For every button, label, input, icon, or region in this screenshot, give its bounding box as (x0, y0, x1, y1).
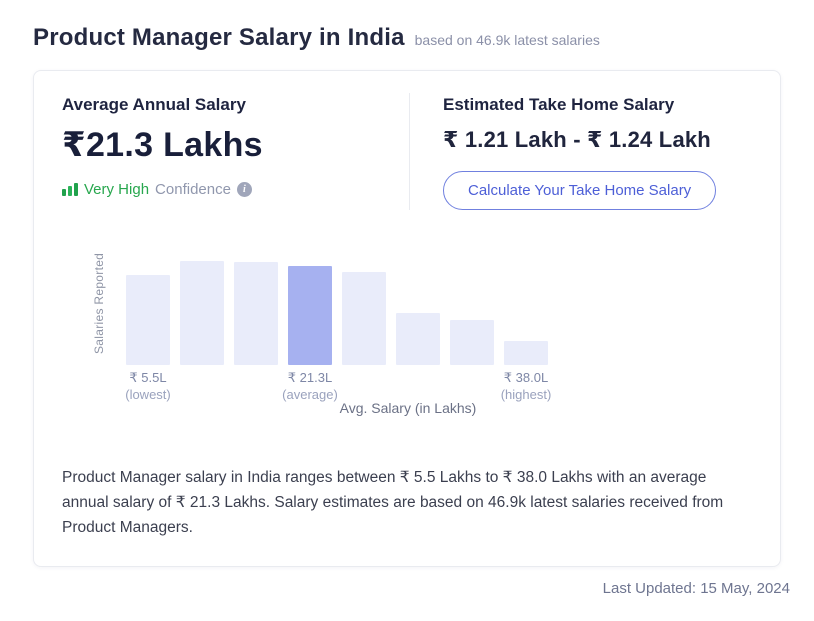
chart-x-tick-caption: (highest) (500, 387, 552, 402)
info-icon[interactable]: i (236, 182, 252, 197)
confidence-row: Very High Confidence i (62, 181, 409, 198)
average-salary-section: Average Annual Salary ₹21.3 Lakhs Very H… (62, 93, 409, 210)
salary-bar-average[interactable] (288, 266, 332, 365)
salary-summary-text: Product Manager salary in India ranges b… (62, 469, 724, 536)
chart-x-tick-caption: (lowest) (125, 387, 171, 402)
chart-x-tick-value: ₹ 38.0L (503, 370, 549, 385)
average-salary-heading: Average Annual Salary (62, 95, 246, 114)
calculate-take-home-button[interactable]: Calculate Your Take Home Salary (443, 171, 717, 210)
salary-bar[interactable] (342, 272, 386, 365)
take-home-section: Estimated Take Home Salary ₹ 1.21 Lakh -… (409, 93, 752, 210)
salary-bar[interactable] (450, 320, 494, 365)
salary-bar[interactable] (126, 275, 170, 365)
salary-bar[interactable] (180, 261, 224, 365)
chart-x-axis-label: Avg. Salary (in Lakhs) (339, 400, 477, 416)
average-salary-amount: ₹21.3 Lakhs (62, 126, 263, 164)
chart-x-tick-value: ₹ 21.3L (287, 370, 333, 385)
chart-x-tick: ₹ 21.3L (average) (250, 369, 370, 403)
chart-x-tick-value: ₹ 5.5L (129, 370, 167, 385)
chart-y-axis-label: Salaries Reported (92, 252, 106, 354)
chart-x-tick: ₹ 5.5L (lowest) (88, 369, 208, 403)
salary-bar[interactable] (504, 341, 548, 365)
page-header: Product Manager Salary in India based on… (33, 24, 790, 52)
confidence-level-label: Very High (84, 181, 150, 198)
chart-x-tick: ₹ 38.0L (highest) (466, 369, 586, 403)
take-home-heading: Estimated Take Home Salary (443, 95, 675, 114)
page-title: Product Manager Salary in India (33, 24, 405, 51)
salary-summary-row: Average Annual Salary ₹21.3 Lakhs Very H… (62, 93, 752, 210)
salary-card: Average Annual Salary ₹21.3 Lakhs Very H… (33, 70, 781, 567)
salary-chart: Salaries Reported Avg. Salary (in Lakhs)… (62, 241, 752, 419)
take-home-range: ₹ 1.21 Lakh - ₹ 1.24 Lakh (443, 127, 711, 152)
salary-bar[interactable] (234, 262, 278, 365)
last-updated-label: Last Updated: 15 May, 2024 (602, 580, 790, 597)
green-bar-chart-icon (62, 183, 78, 196)
confidence-word-label: Confidence (155, 181, 231, 198)
salary-bar[interactable] (396, 313, 440, 365)
chart-x-tick-caption: (average) (282, 387, 338, 402)
page-subtitle: based on 46.9k latest salaries (414, 32, 600, 48)
